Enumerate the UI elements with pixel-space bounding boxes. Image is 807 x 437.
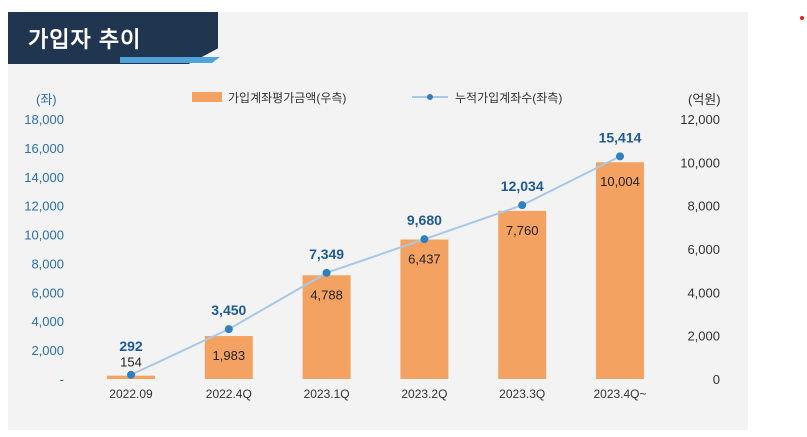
x-axis-tick: 2023.2Q bbox=[401, 387, 447, 401]
red-dot-marker bbox=[800, 16, 804, 20]
left-axis-tick: 16,000 bbox=[24, 141, 64, 156]
left-axis-tick: 6,000 bbox=[31, 285, 64, 300]
right-axis-tick: 10,000 bbox=[680, 155, 720, 170]
right-axis-tick: 6,000 bbox=[687, 242, 720, 257]
bar-value-label: 6,437 bbox=[408, 252, 441, 267]
left-axis-tick: 10,000 bbox=[24, 228, 64, 243]
left-axis-tick: 12,000 bbox=[24, 199, 64, 214]
line-series-path bbox=[130, 155, 621, 376]
line-point-2023.2Q bbox=[420, 235, 429, 244]
line-value-label: 3,450 bbox=[211, 302, 246, 318]
legend-bar-label: 가입계좌평가금액(우측) bbox=[228, 91, 346, 105]
left-axis-tick: 4,000 bbox=[31, 314, 64, 329]
bar-value-label: 154 bbox=[120, 355, 142, 370]
right-axis-tick: 2,000 bbox=[687, 329, 720, 344]
bar-value-label: 10,004 bbox=[600, 174, 640, 189]
right-axis-tick: 4,000 bbox=[687, 285, 720, 300]
x-axis-tick: 2023.4Q~ bbox=[593, 387, 646, 401]
line-point-2023.4Q~ bbox=[616, 152, 624, 161]
bar-value-label: 4,788 bbox=[310, 287, 343, 302]
line-value-label: 7,349 bbox=[309, 246, 344, 262]
left-axis-unit: (좌) bbox=[36, 92, 57, 107]
left-axis-tick: 18,000 bbox=[24, 112, 64, 127]
legend-line-label: 누적가입계좌수(좌측) bbox=[455, 91, 562, 105]
bar-2023.1Q bbox=[302, 275, 351, 379]
x-axis-tick: 2022.4Q bbox=[206, 387, 252, 401]
bar-2023.4Q~ bbox=[596, 162, 644, 379]
right-axis-tick: 12,000 bbox=[680, 112, 720, 127]
right-axis-unit: (억원) bbox=[688, 92, 721, 107]
x-axis-tick: 2023.1Q bbox=[304, 387, 350, 401]
line-value-label: 15,414 bbox=[599, 129, 642, 145]
line-point-2023.1Q bbox=[322, 268, 331, 277]
left-axis-tick: - bbox=[60, 372, 64, 387]
legend-bar-swatch bbox=[192, 92, 222, 102]
bar-2022.4Q bbox=[204, 336, 253, 379]
bar-value-label: 7,760 bbox=[506, 223, 539, 238]
line-point-2022.09 bbox=[127, 370, 135, 379]
left-axis-tick: 8,000 bbox=[31, 256, 64, 271]
title-tab bbox=[8, 12, 218, 64]
right-axis-tick: 8,000 bbox=[687, 199, 720, 214]
left-axis-tick: 2,000 bbox=[31, 343, 64, 358]
title-accent bbox=[120, 57, 220, 63]
left-axis-tick: 14,000 bbox=[24, 170, 64, 185]
bar-2023.2Q bbox=[400, 239, 449, 379]
line-point-2022.4Q bbox=[224, 325, 233, 334]
line-value-label: 292 bbox=[119, 338, 143, 354]
bar-value-label: 1,983 bbox=[213, 348, 246, 363]
right-axis-tick: 0 bbox=[713, 372, 720, 387]
line-value-label: 9,680 bbox=[407, 212, 442, 228]
line-point-2023.3Q bbox=[518, 201, 527, 210]
legend-line-marker bbox=[427, 94, 433, 100]
x-axis-tick: 2022.09 bbox=[109, 387, 153, 401]
chart-title: 가입자 추이 bbox=[28, 27, 142, 52]
bar-2023.3Q bbox=[498, 210, 547, 379]
line-value-label: 12,034 bbox=[501, 178, 544, 194]
x-axis-tick: 2023.3Q bbox=[499, 387, 545, 401]
